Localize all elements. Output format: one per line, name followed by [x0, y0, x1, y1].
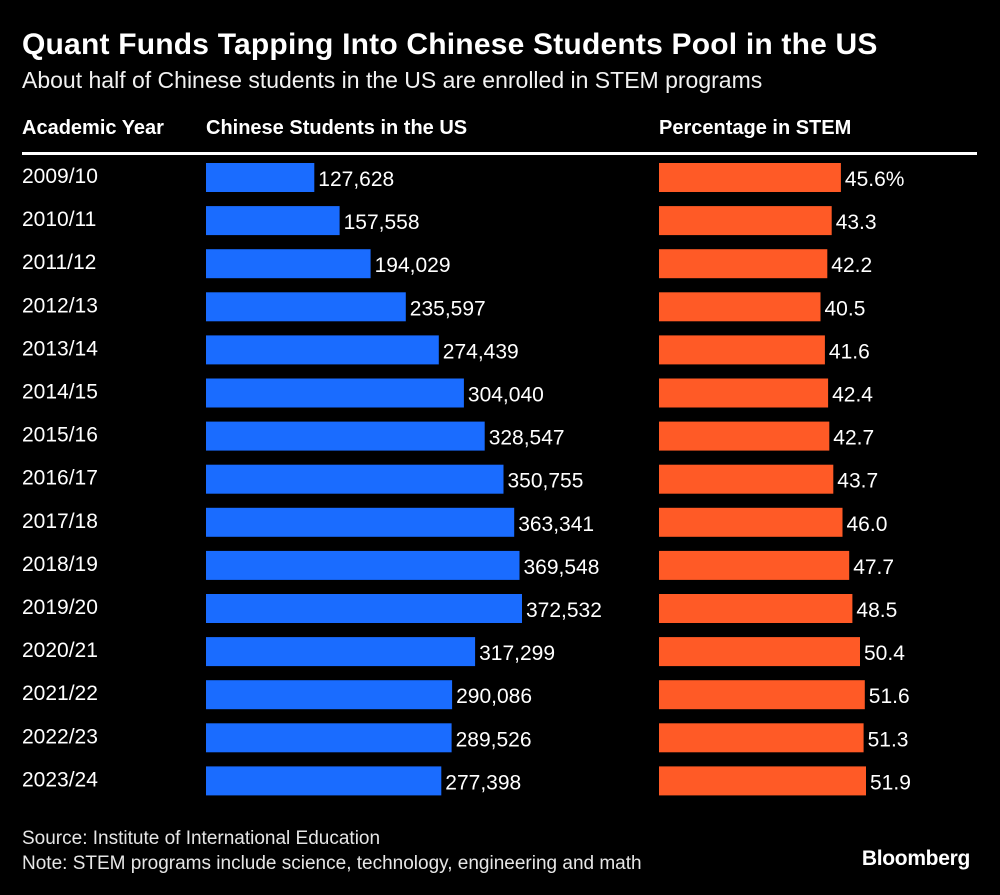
stem-value-label: 45.6% [845, 168, 905, 191]
students-bar [206, 335, 439, 365]
stem-value-label: 46.0 [847, 513, 888, 536]
stem-value-label: 51.9 [870, 771, 911, 794]
students-bar [206, 766, 442, 796]
year-label: 2021/22 [22, 682, 98, 705]
students-bar [206, 292, 406, 322]
year-label: 2023/24 [22, 768, 98, 791]
stem-bar [659, 335, 825, 365]
stem-bar [659, 550, 850, 580]
students-bar [206, 637, 476, 667]
students-bar [206, 421, 485, 451]
stem-bar [659, 766, 866, 796]
students-bar [206, 378, 464, 408]
students-value-label: 317,299 [479, 642, 555, 665]
column-header-year: Academic Year [22, 117, 164, 139]
students-value-label: 363,341 [518, 513, 594, 536]
stem-bar [659, 594, 853, 623]
students-bar [206, 594, 522, 623]
year-label: 2011/12 [22, 251, 96, 274]
stem-value-label: 43.7 [837, 470, 878, 493]
bloomberg-logo: Bloomberg [861, 847, 970, 870]
students-bar [206, 507, 515, 537]
students-bar [206, 163, 315, 192]
students-bar [206, 464, 504, 494]
chart-subtitle: About half of Chinese students in the US… [22, 67, 763, 93]
students-value-label: 194,029 [375, 254, 451, 277]
stem-bar [659, 723, 864, 753]
students-value-label: 127,628 [318, 168, 394, 191]
students-bar [206, 550, 520, 580]
students-value-label: 350,755 [508, 470, 584, 493]
stem-bar [659, 206, 832, 236]
stem-bar [659, 292, 821, 322]
stem-value-label: 41.6 [829, 340, 870, 363]
stem-bar [659, 421, 830, 451]
stem-bar [659, 249, 828, 279]
footnote: Note: STEM programs include science, tec… [22, 853, 642, 874]
stem-value-label: 42.2 [831, 254, 872, 277]
year-label: 2015/16 [22, 424, 98, 447]
header-rule [22, 152, 977, 155]
year-label: 2017/18 [22, 510, 98, 533]
students-value-label: 372,532 [526, 599, 602, 622]
year-label: 2012/13 [22, 294, 98, 317]
stem-bar [659, 378, 829, 408]
year-label: 2022/23 [22, 725, 98, 748]
stem-bar [659, 637, 860, 667]
stem-value-label: 42.7 [833, 427, 874, 450]
students-value-label: 235,597 [410, 297, 486, 320]
stem-value-label: 47.7 [853, 556, 894, 579]
column-header-stem: Percentage in STEM [659, 117, 852, 139]
stem-bar [659, 507, 843, 537]
students-bar [206, 680, 453, 710]
year-label: 2019/20 [22, 596, 98, 619]
students-value-label: 274,439 [443, 340, 519, 363]
students-bar [206, 206, 340, 236]
students-value-label: 328,547 [489, 427, 565, 450]
year-label: 2010/11 [22, 208, 96, 231]
stem-value-label: 51.6 [869, 685, 910, 708]
year-label: 2013/14 [22, 337, 98, 360]
students-bar [206, 723, 452, 753]
stem-value-label: 42.4 [832, 384, 873, 407]
stem-value-label: 50.4 [864, 642, 905, 665]
stem-value-label: 40.5 [825, 297, 866, 320]
stem-value-label: 51.3 [868, 728, 909, 751]
students-value-label: 369,548 [524, 556, 600, 579]
students-value-label: 290,086 [456, 685, 532, 708]
students-value-label: 157,558 [344, 211, 420, 234]
stem-value-label: 43.3 [836, 211, 877, 234]
year-label: 2014/15 [22, 381, 98, 404]
stem-bar [659, 464, 834, 494]
stem-bar [659, 163, 841, 192]
students-bar [206, 249, 371, 279]
students-value-label: 304,040 [468, 384, 544, 407]
year-label: 2016/17 [22, 467, 98, 490]
source-note: Source: Institute of International Educa… [22, 828, 381, 849]
column-header-students: Chinese Students in the US [206, 117, 468, 139]
year-label: 2009/10 [22, 165, 98, 188]
stem-value-label: 48.5 [856, 599, 897, 622]
year-label: 2018/19 [22, 553, 98, 576]
students-value-label: 289,526 [456, 728, 532, 751]
year-label: 2020/21 [22, 639, 98, 662]
chart-title: Quant Funds Tapping Into Chinese Student… [22, 28, 878, 61]
stem-bar [659, 680, 865, 710]
students-value-label: 277,398 [445, 771, 521, 794]
